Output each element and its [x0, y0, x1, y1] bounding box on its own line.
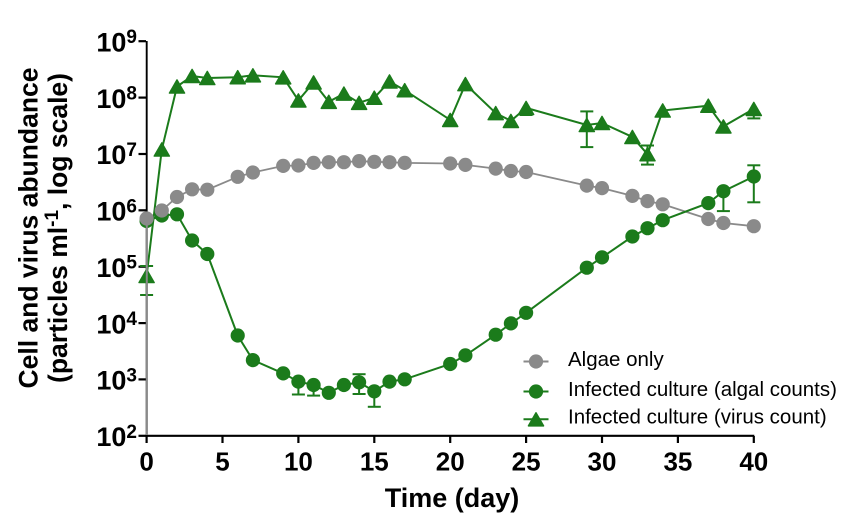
svg-text:Cell and virus abundance: Cell and virus abundance: [14, 67, 44, 388]
svg-text:25: 25: [512, 447, 541, 477]
svg-text:30: 30: [588, 447, 617, 477]
svg-text:Time (day): Time (day): [385, 483, 520, 513]
svg-text:108: 108: [96, 84, 137, 114]
svg-text:5: 5: [215, 447, 229, 477]
svg-text:(particles ml-1, log scale): (particles ml-1, log scale): [42, 73, 73, 383]
svg-text:40: 40: [739, 447, 768, 477]
svg-text:Infected culture (virus count): Infected culture (virus count): [568, 406, 827, 429]
svg-text:15: 15: [360, 447, 389, 477]
svg-text:20: 20: [436, 447, 465, 477]
svg-text:0: 0: [139, 447, 153, 477]
svg-text:Infected culture (algal counts: Infected culture (algal counts): [568, 378, 837, 401]
svg-text:Algae only: Algae only: [568, 348, 664, 371]
svg-text:35: 35: [663, 447, 692, 477]
svg-text:10: 10: [284, 447, 313, 477]
